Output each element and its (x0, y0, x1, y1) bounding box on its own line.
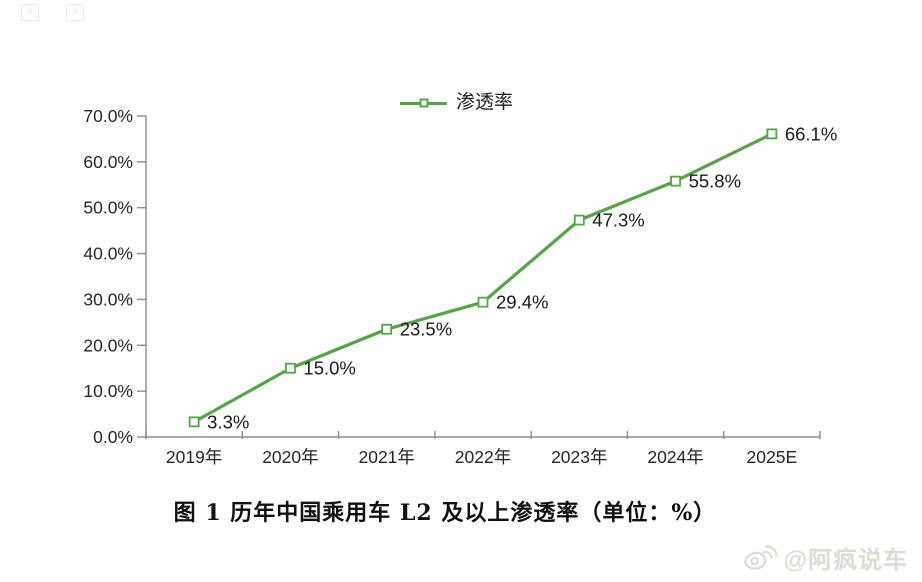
data-label: 66.1% (785, 123, 837, 144)
data-point-marker (670, 175, 681, 187)
data-point-marker (381, 323, 393, 335)
y-tick-label: 20.0% (83, 335, 133, 355)
data-label: 3.3% (207, 411, 249, 432)
data-point-marker (477, 296, 489, 308)
watermark-handle: @阿疯说车 (783, 547, 908, 574)
legend-line (400, 98, 447, 108)
x-tick-label: 2020年 (262, 447, 318, 467)
y-tick-label: 0.0% (93, 427, 133, 447)
image-placeholder-icon: ✕ (21, 4, 39, 21)
series-line (192, 132, 774, 424)
y-tick-label: 60.0% (83, 152, 133, 172)
y-tick-label: 50.0% (83, 198, 133, 218)
x-tick-label: 2021年 (358, 447, 414, 467)
watermark: @阿疯说车 (742, 540, 908, 575)
image-placeholder-icon: ✕ (66, 4, 84, 21)
y-tick-label: 30.0% (83, 289, 133, 309)
data-label: 23.5% (400, 319, 452, 340)
data-label: 55.8% (689, 171, 741, 192)
data-point-marker (285, 362, 296, 374)
data-point-marker (188, 416, 200, 428)
y-tick-label: 40.0% (83, 244, 133, 264)
y-tick-label: 10.0% (83, 381, 133, 401)
chart-caption: 图 1 历年中国乘用车 L2 及以上渗透率（单位：%） (173, 500, 717, 526)
y-tick-label: 70.0% (83, 106, 133, 126)
data-point-marker (573, 214, 585, 226)
x-tick-label: 2019年 (166, 447, 222, 467)
weibo-icon (743, 544, 778, 570)
x-tick-label: 2022年 (455, 447, 511, 467)
legend-label: 渗透率 (456, 92, 514, 113)
data-label: 47.3% (592, 210, 644, 231)
x-tick-label: 2024年 (647, 447, 703, 467)
data-label: 29.4% (496, 292, 548, 313)
legend: 渗透率 (400, 92, 513, 114)
data-point-marker (766, 128, 778, 140)
legend-marker-icon (419, 98, 428, 108)
x-tick-label: 2025E (747, 447, 798, 467)
x-tick-label: 2023年 (551, 447, 607, 467)
data-label: 15.0% (303, 358, 355, 379)
